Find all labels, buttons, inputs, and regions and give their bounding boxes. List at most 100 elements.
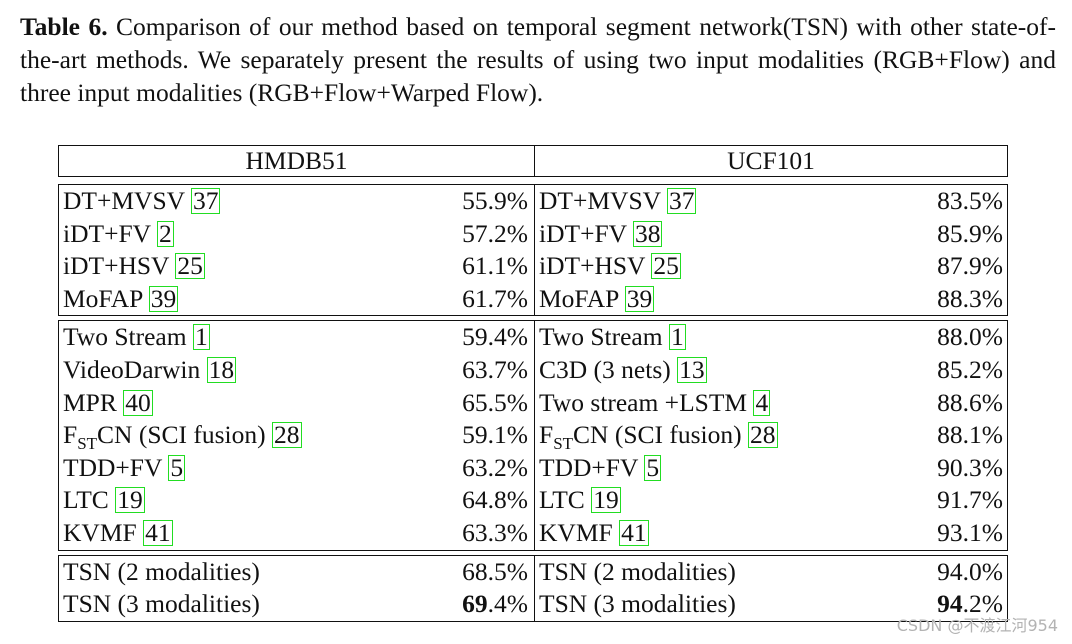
table-caption: Table 6. Comparison of our method based … [20, 10, 1056, 109]
accuracy-value: 90.3% [937, 452, 1003, 482]
accuracy-value: 88.6% [937, 387, 1003, 417]
accuracy-value: 85.2% [937, 354, 1003, 384]
accuracy-value: 69.4% [462, 589, 528, 619]
citation-link[interactable]: 38 [632, 218, 663, 248]
accuracy-value: 63.3% [462, 517, 528, 547]
accuracy-value: 91.7% [937, 485, 1003, 515]
method-name: iDT+HSV 25 [539, 251, 681, 281]
caption-label: Table 6. [20, 12, 108, 41]
method-name: DT+MVSV 37 [539, 186, 697, 215]
accuracy-value: 61.1% [462, 251, 528, 281]
accuracy-value: 88.3% [937, 283, 1003, 313]
method-name: C3D (3 nets) 13 [539, 354, 707, 384]
column-divider [534, 321, 535, 550]
table-row: iDT+HSV 25 61.1% iDT+HSV 25 87.9% [59, 250, 1007, 283]
table-row: KVMF 41 63.3% KVMF 41 93.1% [59, 517, 1007, 550]
method-name: Two Stream 1 [63, 322, 210, 352]
group-traditional: DT+MVSV 37 55.9% DT+MVSV 37 83.5% iDT+FV 2 57… [58, 184, 1008, 317]
method-name: KVMF 41 [539, 517, 649, 547]
method-name: VideoDarwin 18 [63, 354, 237, 384]
method-name: FSTCN (SCI fusion) 28 [539, 420, 778, 454]
table-row: Two Stream 1 59.4% Two Stream 1 88.0% [59, 321, 1007, 354]
accuracy-value: 63.2% [462, 452, 528, 482]
table-row: MoFAP 39 61.7% MoFAP 39 88.3% [59, 283, 1007, 316]
table-header: HMDB51 UCF101 [58, 145, 1008, 177]
accuracy-value: 88.1% [937, 420, 1003, 450]
accuracy-value: 94.2% [937, 589, 1003, 619]
method-name: DT+MVSV 37 [63, 186, 221, 215]
results-table: HMDB51 UCF101 DT+MVSV 37 55.9% DT+MVSV 37 8… [58, 145, 1008, 622]
column-divider [534, 185, 535, 316]
table-row: MPR 40 65.5% Two stream +LSTM 4 88.6% [59, 387, 1007, 420]
table-row: LTC 19 64.8% LTC 19 91.7% [59, 484, 1007, 517]
method-name: TSN (2 modalities) [539, 556, 736, 586]
accuracy-value: 94.0% [937, 556, 1003, 586]
method-name: TSN (2 modalities) [63, 556, 260, 586]
column-divider [534, 555, 535, 621]
method-name: MoFAP 39 [63, 283, 179, 313]
table-row: DT+MVSV 37 55.9% DT+MVSV 37 83.5% [59, 185, 1007, 218]
citation-link[interactable]: 19 [115, 485, 145, 515]
citation-link[interactable]: 37 [190, 186, 221, 215]
accuracy-value: 83.5% [937, 186, 1003, 215]
table-row: iDT+FV 2 57.2% iDT+FV 38 85.9% [59, 218, 1007, 251]
accuracy-value: 88.0% [937, 322, 1003, 352]
accuracy-value: 57.2% [462, 218, 528, 248]
method-name: LTC 19 [539, 485, 621, 515]
accuracy-value: 55.9% [462, 186, 528, 215]
group-tsn: TSN (2 modalities) 68.5% TSN (2 modalities… [58, 554, 1008, 622]
accuracy-value: 63.7% [462, 354, 528, 384]
citation-link[interactable]: 37 [666, 186, 697, 215]
method-name: KVMF 41 [63, 517, 173, 547]
citation-link[interactable]: 41 [143, 517, 173, 547]
table-row: TSN (3 modalities) 69.4% TSN (3 modalities… [59, 588, 1007, 621]
method-name: Two stream +LSTM 4 [539, 387, 771, 417]
group-deep: Two Stream 1 59.4% Two Stream 1 88.0% VideoD… [58, 320, 1008, 551]
citation-link[interactable]: 5 [168, 452, 186, 482]
citation-link[interactable]: 39 [624, 283, 655, 313]
citation-link[interactable]: 41 [619, 517, 649, 547]
watermark: CSDN @不渡江河954 [896, 616, 1058, 635]
accuracy-value: 64.8% [462, 485, 528, 515]
table-row: VideoDarwin 18 63.7% C3D (3 nets) 13 85.2% [59, 354, 1007, 387]
table-row: TDD+FV 5 63.2% TDD+FV 5 90.3% [59, 452, 1007, 485]
citation-link[interactable]: 25 [175, 251, 205, 281]
citation-link[interactable]: 13 [677, 354, 707, 384]
citation-link[interactable]: 39 [148, 283, 179, 313]
citation-link[interactable]: 28 [272, 420, 302, 450]
accuracy-value: 87.9% [937, 251, 1003, 281]
method-name: iDT+FV 2 [63, 218, 174, 248]
citation-link[interactable]: 19 [591, 485, 621, 515]
citation-link[interactable]: 2 [156, 218, 174, 248]
method-name: FSTCN (SCI fusion) 28 [63, 420, 302, 454]
citation-link[interactable]: 5 [644, 452, 662, 482]
citation-link[interactable]: 40 [123, 387, 153, 417]
citation-link[interactable]: 28 [748, 420, 778, 450]
accuracy-value: 61.7% [462, 283, 528, 313]
citation-link[interactable]: 4 [753, 387, 771, 417]
caption-text: Comparison of our method based on tempor… [20, 12, 1056, 107]
citation-link[interactable]: 25 [651, 251, 681, 281]
method-name: MPR 40 [63, 387, 153, 417]
table-row: TSN (2 modalities) 68.5% TSN (2 modalities… [59, 556, 1007, 589]
citation-link[interactable]: 18 [206, 354, 237, 384]
table-row: FSTCN (SCI fusion) 28 59.1% FSTCN (SCI fus… [59, 419, 1007, 452]
method-name: TSN (3 modalities) [63, 589, 260, 619]
method-name: iDT+FV 38 [539, 218, 663, 248]
method-name: Two Stream 1 [539, 322, 686, 352]
column-divider [534, 146, 535, 176]
citation-link[interactable]: 1 [192, 322, 210, 352]
accuracy-value: 65.5% [462, 387, 528, 417]
method-name: TDD+FV 5 [539, 452, 662, 482]
accuracy-value: 68.5% [462, 556, 528, 586]
header-ucf101: UCF101 [727, 146, 815, 175]
accuracy-value: 85.9% [937, 218, 1003, 248]
accuracy-value: 59.4% [462, 322, 528, 352]
method-name: TSN (3 modalities) [539, 589, 736, 619]
accuracy-value: 59.1% [462, 420, 528, 450]
method-name: LTC 19 [63, 485, 145, 515]
citation-link[interactable]: 1 [668, 322, 686, 352]
header-hmdb51: HMDB51 [245, 146, 348, 175]
method-name: MoFAP 39 [539, 283, 655, 313]
method-name: TDD+FV 5 [63, 452, 186, 482]
